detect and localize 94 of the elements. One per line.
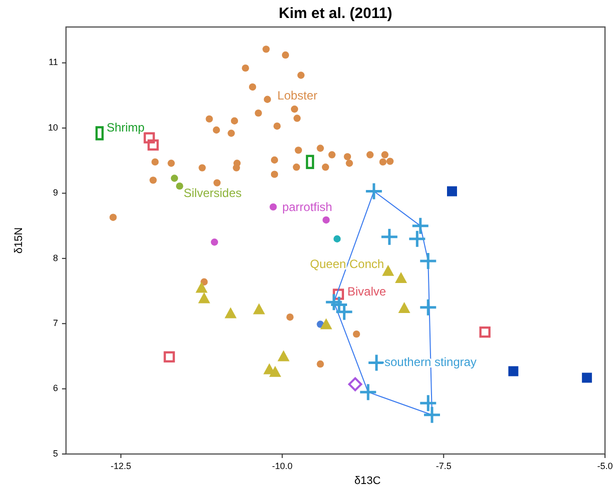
- point: [411, 216, 430, 236]
- y-axis-title: δ15N: [13, 227, 25, 254]
- y-tick-label: 10: [48, 122, 58, 132]
- x-tick-label: -7.5: [436, 461, 452, 471]
- point: [254, 109, 262, 117]
- point: [418, 298, 438, 317]
- point: [170, 174, 178, 182]
- point: [242, 64, 250, 72]
- point: [262, 46, 270, 53]
- y-tick-label: 5: [52, 448, 58, 458]
- point: [168, 160, 175, 167]
- point: [297, 72, 305, 79]
- series-label: Queen Conch: [310, 256, 384, 271]
- point: [334, 235, 341, 242]
- y-tick-label: 11: [48, 57, 58, 68]
- point: [316, 360, 324, 368]
- point: [398, 302, 410, 313]
- point: [278, 350, 290, 362]
- chart-title: Kim et al. (2011): [278, 5, 392, 22]
- point: [230, 117, 238, 124]
- point: [322, 164, 330, 171]
- point: [418, 252, 438, 270]
- series-label: Silversides: [184, 186, 242, 200]
- point: [367, 353, 386, 372]
- x-tick-label: -5.0: [597, 461, 613, 471]
- x-axis-title: δ13C: [354, 475, 381, 487]
- point: [270, 170, 278, 178]
- point: [380, 228, 399, 246]
- point: [364, 182, 384, 201]
- point: [508, 366, 518, 376]
- point: [200, 278, 208, 286]
- point: [346, 160, 353, 167]
- series-label: Bivalve: [347, 284, 386, 298]
- point: [176, 182, 184, 190]
- point: [582, 372, 592, 383]
- series-label: Lobster: [277, 88, 318, 103]
- point: [253, 303, 266, 314]
- point: [328, 151, 336, 158]
- point: [213, 179, 221, 186]
- point: [332, 288, 344, 300]
- point: [286, 314, 294, 321]
- point: [358, 382, 378, 402]
- point: [348, 377, 362, 392]
- point: [382, 264, 394, 276]
- point: [418, 394, 438, 412]
- point: [366, 151, 374, 158]
- point: [320, 318, 332, 330]
- point: [322, 216, 330, 224]
- point: [110, 214, 117, 221]
- point: [386, 158, 394, 165]
- y-tick-label: 9: [52, 188, 58, 198]
- point: [164, 351, 175, 362]
- point: [198, 164, 206, 172]
- point: [210, 238, 218, 246]
- point: [212, 126, 220, 134]
- point: [144, 132, 155, 144]
- point: [196, 282, 208, 293]
- y-tick-label: 7: [52, 318, 58, 328]
- point: [198, 292, 210, 304]
- point: [352, 330, 360, 338]
- point: [395, 272, 408, 283]
- point: [422, 406, 442, 424]
- point: [381, 151, 388, 158]
- y-tick-label: 6: [52, 383, 58, 394]
- point: [248, 83, 256, 91]
- x-tick-label: -12.5: [110, 461, 132, 471]
- point: [206, 115, 213, 123]
- point: [270, 156, 278, 164]
- point: [228, 130, 235, 137]
- series-label: Shrimp: [106, 120, 145, 134]
- point: [151, 158, 159, 166]
- point: [379, 158, 387, 166]
- point: [479, 326, 491, 338]
- series-label: southern stingray: [384, 354, 477, 369]
- series-label: parrotfish: [282, 200, 332, 214]
- point: [282, 51, 290, 59]
- y-tick-label: 8: [52, 252, 58, 263]
- point: [150, 176, 157, 184]
- point: [344, 153, 352, 160]
- point: [290, 106, 298, 113]
- point: [264, 96, 271, 103]
- point: [270, 203, 277, 211]
- point: [292, 164, 300, 171]
- point: [293, 114, 301, 122]
- point: [269, 366, 282, 377]
- point: [232, 164, 240, 172]
- point: [408, 230, 426, 248]
- point: [294, 146, 302, 154]
- point: [316, 144, 324, 152]
- point: [273, 122, 281, 130]
- x-tick-label: -10.0: [272, 461, 293, 471]
- point: [224, 307, 237, 318]
- point: [447, 186, 458, 196]
- point: [148, 139, 159, 151]
